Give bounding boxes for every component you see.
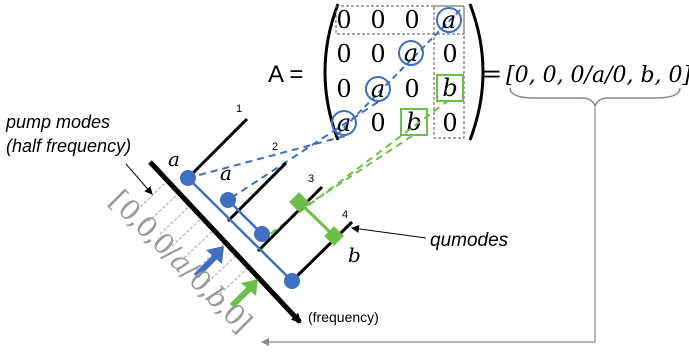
matrix-cell: 0 — [336, 75, 351, 103]
vector-underbrace — [509, 87, 681, 109]
matrix-cell: 0 — [404, 75, 419, 103]
mode-number-1: 1 — [236, 103, 242, 115]
blue-pointer-arrow — [193, 246, 224, 279]
matrix-a-circle-2 — [398, 40, 424, 66]
pump-modes-pointer — [125, 163, 153, 195]
matrix-a-circle-4 — [331, 110, 357, 136]
qumodes-label: qumodes — [430, 230, 509, 251]
mode-numbers: 1 2 3 4 — [236, 103, 348, 221]
label-a-middle: a — [220, 161, 232, 185]
matrix-right-paren — [468, 3, 485, 141]
pump-modes-sublabel: (half frequency) — [6, 136, 131, 156]
matrix-cell: a — [337, 109, 351, 137]
matrix-cell: b — [442, 74, 457, 102]
green-dashed-projection-2 — [299, 135, 413, 211]
matrix-right-column-box — [433, 5, 465, 139]
green-coupling-line — [297, 200, 336, 238]
frequency-axis — [148, 160, 302, 324]
frequency-label: (frequency) — [308, 309, 379, 325]
matrix-cell: 0 — [370, 109, 385, 137]
matrix-b-square-2 — [400, 108, 428, 136]
blue-node-4 — [284, 273, 300, 289]
blue-dashed-projection-2 — [227, 101, 379, 201]
mode-number-3: 3 — [308, 173, 314, 185]
blue-coupling-line-outer — [187, 177, 293, 282]
matrix-cell: 0 — [370, 6, 385, 34]
blue-node-1 — [180, 170, 196, 186]
matrix-cell: 0 — [442, 40, 457, 68]
matrix-b-square-1 — [436, 74, 464, 102]
matrix-cell: 0 — [336, 40, 351, 68]
equation-equals: = — [482, 60, 502, 88]
mode-number-2: 2 — [272, 141, 278, 153]
mode-line-1 — [186, 117, 249, 180]
matrix-cell: 0 — [404, 6, 419, 34]
green-node-1 — [289, 192, 309, 212]
equation-lhs: A = — [268, 61, 303, 88]
matrix-cell: 0 — [370, 40, 385, 68]
matrix-cell: a — [371, 75, 385, 103]
blue-node-3 — [254, 226, 270, 242]
vector-connector-arrow — [261, 108, 596, 346]
mode-line-4 — [290, 220, 354, 283]
qumodes-pointer — [351, 224, 427, 239]
matrix-a-circle-1 — [436, 7, 462, 33]
matrix-top-row-box — [335, 5, 465, 35]
green-dashed-projection-1 — [264, 99, 450, 239]
green-pointer-arrow — [229, 279, 258, 309]
mode-line-2 — [226, 161, 288, 223]
mode-line-3 — [256, 185, 324, 253]
matrix-cell: a — [442, 6, 456, 34]
matrix-cell: 0 — [336, 6, 351, 34]
matrix-cell: a — [404, 39, 418, 67]
mode-number-4: 4 — [342, 209, 348, 221]
pump-modes-label: pump modes — [5, 112, 110, 132]
equation-vector: [0, 0, 0/a/0, b, 0] — [506, 63, 689, 88]
matrix-cell: 0 — [442, 109, 457, 137]
matrix-a-circle-3 — [365, 76, 391, 102]
green-node-2 — [324, 226, 344, 246]
blue-dashed-projection-1 — [187, 135, 346, 179]
label-a-left: a — [168, 147, 180, 171]
blue-node-2 — [220, 192, 236, 208]
blue-coupling-line-inner — [227, 199, 263, 235]
matrix-entries: 0 0 0 a 0 0 a 0 0 a 0 b a 0 b 0 — [336, 6, 457, 137]
label-b-right: b — [348, 243, 361, 267]
